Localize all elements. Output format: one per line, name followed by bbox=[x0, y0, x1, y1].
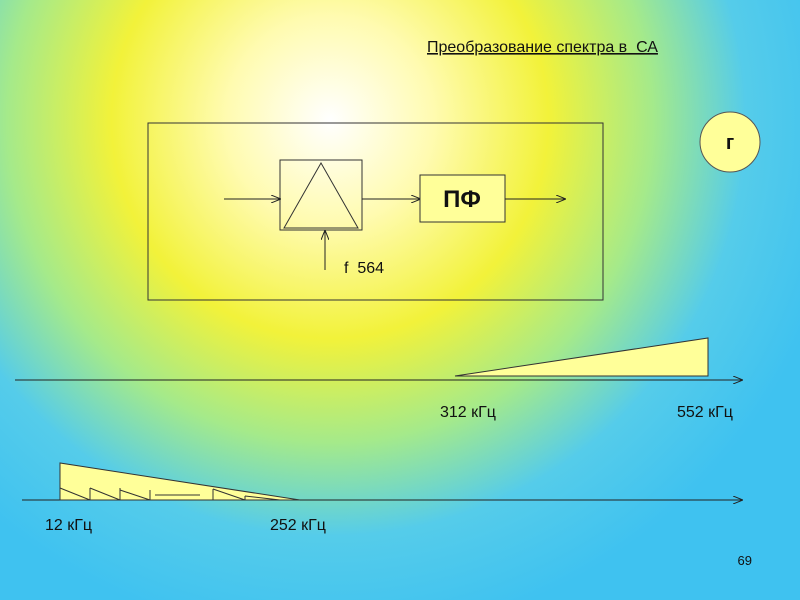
title: Преобразование спектра в СА bbox=[427, 39, 658, 56]
lower-end-label: 252 кГц bbox=[270, 517, 326, 534]
upper-spectrum bbox=[454, 337, 709, 377]
lower-start-label: 12 кГц bbox=[45, 517, 92, 534]
channel-edges bbox=[89, 488, 246, 500]
upper-start-label: 312 кГц bbox=[440, 404, 496, 421]
oscillator-label: f 564 bbox=[344, 260, 384, 277]
channel-sawtooth bbox=[59, 487, 281, 501]
upper-end-label: 552 кГц bbox=[677, 404, 733, 421]
block-frame bbox=[147, 122, 604, 301]
filter-label: ПФ bbox=[443, 186, 481, 213]
badge-label: г bbox=[726, 132, 734, 154]
filter-box bbox=[419, 174, 506, 223]
badge-circle bbox=[699, 111, 761, 173]
mixer-triangle bbox=[283, 161, 359, 229]
page-number: 69 bbox=[738, 553, 752, 568]
